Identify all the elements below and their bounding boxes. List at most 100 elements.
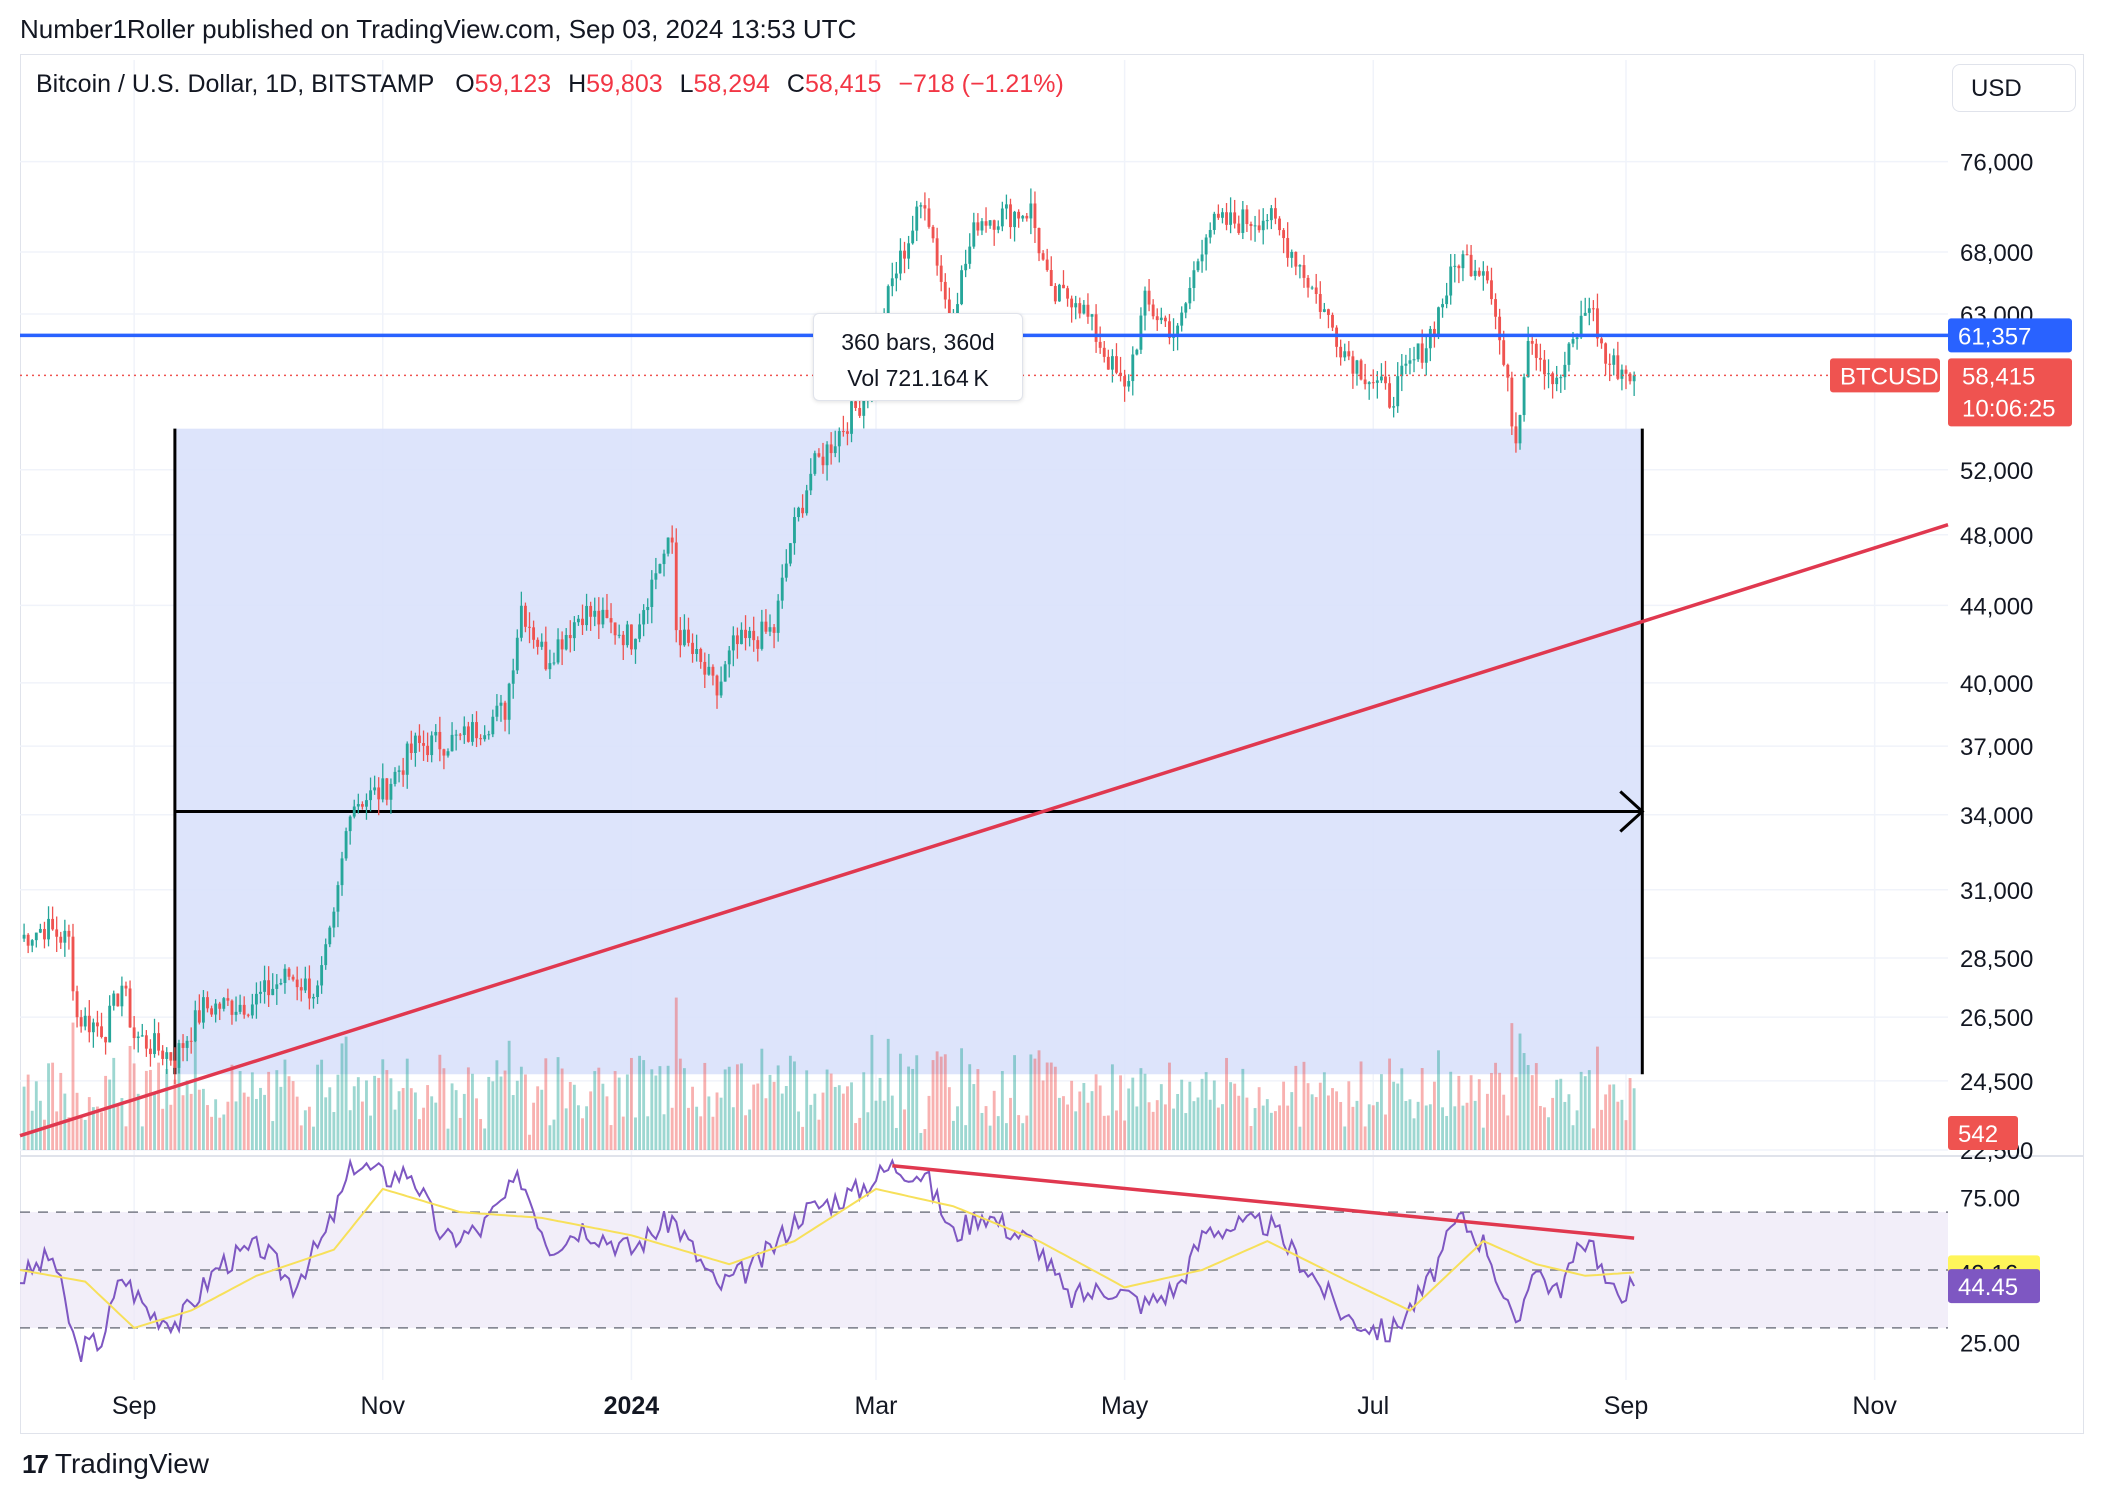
rsi-ma-line [19,1187,1635,1330]
volume-label-bg [1948,1116,2018,1150]
tradingview-logo-icon: 17 [22,1448,49,1479]
volume-bar [903,1109,906,1150]
volume-bar [1013,1055,1016,1150]
candle-body [923,205,927,209]
candle-body [238,1004,242,1012]
candle-body [401,770,405,775]
volume-bar [177,1056,181,1150]
volume-bar [597,1067,601,1150]
volume-bar [809,1104,813,1150]
volume-bar [47,1063,50,1150]
volume-bar [499,1076,503,1150]
candle-body [393,771,397,784]
volume-bar [1176,1093,1180,1150]
candle-body [1302,265,1306,278]
footer-brand[interactable]: 17 TradingView [22,1448,209,1480]
open-value: 59,123 [474,70,552,98]
candle-body [38,928,42,933]
candle-body [1208,229,1212,238]
candle-body [890,278,894,287]
volume-bar [1302,1061,1306,1150]
candle-body [939,265,943,282]
volume-bar [1282,1081,1286,1150]
candle-body [801,507,805,514]
candle-body [454,734,458,736]
volume-bar [556,1057,560,1150]
low-label: L [679,70,694,98]
candle-body [299,987,303,991]
candle-body [1021,215,1025,219]
volume-bar [193,1041,197,1150]
volume-bar [1563,1101,1567,1150]
currency-button[interactable]: USD [1952,64,2076,112]
candle-body [1596,308,1599,339]
candle-body [1355,360,1359,374]
volume-bar [438,1054,442,1150]
volume-bar [964,1125,968,1150]
volume-bar [1591,1128,1595,1150]
volume-bar [1021,1123,1025,1150]
volume-bar [120,1098,124,1150]
candle-body [1424,348,1428,363]
candle-body [1530,340,1534,344]
volume-bar [988,1125,992,1150]
volume-bar [422,1107,425,1150]
price-tick-label: 37,000 [1960,734,2033,761]
candle-body [185,1040,189,1048]
candle-body [756,640,760,649]
candle-body [22,934,26,939]
volume-bar [91,1107,95,1150]
volume-bar [939,1056,943,1150]
volume-bar [210,1116,214,1150]
candle-body [165,1052,169,1059]
volume-bar [548,1125,552,1150]
level-price-label: 61,357 [1958,323,2031,350]
volume-bar [1400,1068,1404,1150]
volume-bar [1359,1061,1363,1150]
volume-bar [405,1058,409,1150]
volume-bar [1587,1070,1591,1150]
candle-body [992,220,996,230]
volume-bar [1543,1107,1546,1150]
volume-bar [1094,1074,1098,1150]
volume-bar [1477,1079,1481,1150]
candle-body [430,735,434,756]
time-tick-label: Nov [1852,1392,1897,1420]
candle-body [927,208,931,227]
volume-bar [882,1100,886,1150]
candle-body [214,1003,218,1015]
countdown-label: 10:06:25 [1962,395,2055,422]
candle-body [1437,307,1440,335]
candle-body [585,605,589,626]
candle-body [1094,314,1098,342]
candle-body [242,1004,246,1015]
volume-bar [699,1116,703,1150]
candle-body [100,1026,103,1037]
volume-bar [1318,1082,1322,1150]
candle-body [1388,383,1391,408]
volume-bar [1216,1107,1220,1150]
volume-bar [149,1069,152,1150]
candle-body [524,605,527,627]
candle-body [332,911,336,928]
volume-bar [960,1048,964,1150]
volume-bar [312,1126,315,1150]
volume-bar [385,1070,389,1150]
candle-body [1306,277,1310,288]
volume-bar [426,1085,430,1150]
candle-body [1469,254,1473,277]
volume-bar [1110,1064,1114,1150]
candle-body [259,991,262,994]
volume-bar [1131,1077,1135,1150]
candle-body [740,629,743,645]
candle-body [413,735,417,754]
candle-body [1506,364,1510,378]
volume-bar [1229,1082,1233,1150]
candle-body [279,982,283,985]
candle-body [503,702,507,720]
volume-bar [788,1055,792,1150]
volume-bar [1274,1111,1277,1150]
candle-body [825,444,829,466]
volume-bar [1575,1110,1579,1150]
